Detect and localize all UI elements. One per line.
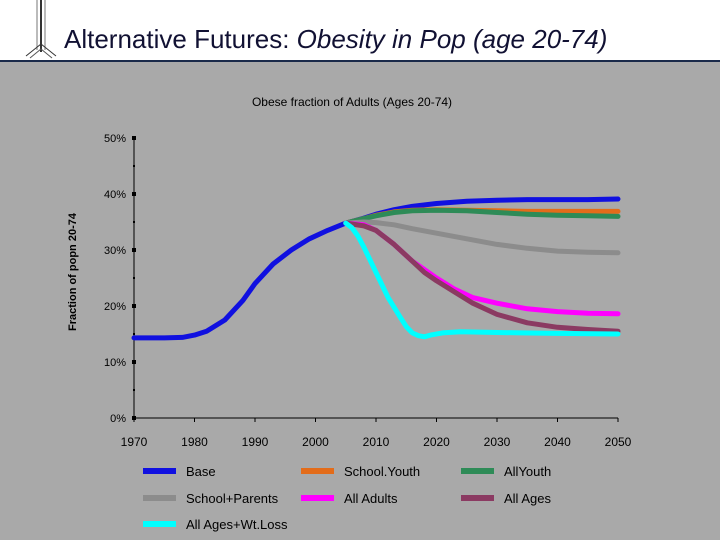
legend-label-school-youth: School.Youth — [344, 464, 420, 479]
chart: Obese fraction of Adults (Ages 20-74) Fr… — [67, 95, 632, 532]
slide-title-main: Alternative Futures: — [64, 24, 297, 54]
legend-label-base: Base — [186, 464, 216, 479]
y-minor-tick — [133, 221, 135, 223]
y-minor-tick — [133, 333, 135, 335]
y-minor-tick — [133, 277, 135, 279]
y-axis-label: Fraction of popn 20-74 — [67, 212, 79, 331]
legend-label-all-ages-wt-loss: All Ages+Wt.Loss — [186, 517, 288, 532]
legend-label-all-adults: All Adults — [344, 491, 398, 506]
x-tick-label: 2010 — [363, 435, 390, 449]
x-tick-label: 2020 — [423, 435, 450, 449]
y-tick-mark — [132, 304, 136, 308]
y-axis: 0% 10% 20% 30% 40% 50% — [104, 133, 136, 425]
y-tick-label: 10% — [104, 357, 126, 369]
chart-panel — [0, 62, 720, 540]
legend-label-allyouth: AllYouth — [504, 464, 551, 479]
x-tick-label: 2050 — [605, 435, 632, 449]
series-line-all-ages-wt-loss — [343, 220, 621, 340]
series-line-all-ages — [343, 220, 621, 334]
y-tick-label: 50% — [104, 133, 126, 145]
y-tick-mark — [132, 360, 136, 364]
x-tick-label: 1970 — [121, 435, 148, 449]
y-tick-mark — [132, 192, 136, 196]
legend-label-all-ages: All Ages — [504, 491, 551, 506]
legend: Base School.Youth AllYouth School+Parents Al… — [143, 464, 551, 532]
y-tick-mark — [132, 248, 136, 252]
series-lines — [131, 196, 621, 341]
y-tick-label: 20% — [104, 301, 126, 313]
x-axis: 1970 1980 1990 2000 2010 2020 2030 2040 2050 — [121, 417, 632, 449]
legend-label-school-parents: School+Parents — [186, 491, 279, 506]
y-tick-label: 30% — [104, 245, 126, 257]
header-divider — [0, 60, 720, 62]
series-line-base — [131, 196, 621, 341]
y-minor-tick — [133, 165, 135, 167]
y-tick-label: 0% — [110, 413, 126, 425]
x-tick-label: 1990 — [242, 435, 269, 449]
y-tick-mark — [132, 136, 136, 140]
series-line-allyouth — [343, 207, 621, 226]
x-tick-label: 1980 — [181, 435, 208, 449]
series-line-school-parents — [343, 219, 621, 256]
chart-title: Obese fraction of Adults (Ages 20-74) — [252, 95, 452, 109]
y-minor-tick — [133, 389, 135, 391]
slide-title: Alternative Futures: Obesity in Pop (age… — [64, 24, 607, 55]
slide-title-italic: Obesity in Pop (age 20-74) — [296, 24, 608, 54]
x-tick-label: 2030 — [484, 435, 511, 449]
x-tick-label: 2000 — [302, 435, 329, 449]
y-tick-label: 40% — [104, 189, 126, 201]
slide-header: Alternative Futures: Obesity in Pop (age… — [0, 0, 720, 62]
x-tick-label: 2040 — [544, 435, 571, 449]
logo-icon — [25, 0, 57, 59]
